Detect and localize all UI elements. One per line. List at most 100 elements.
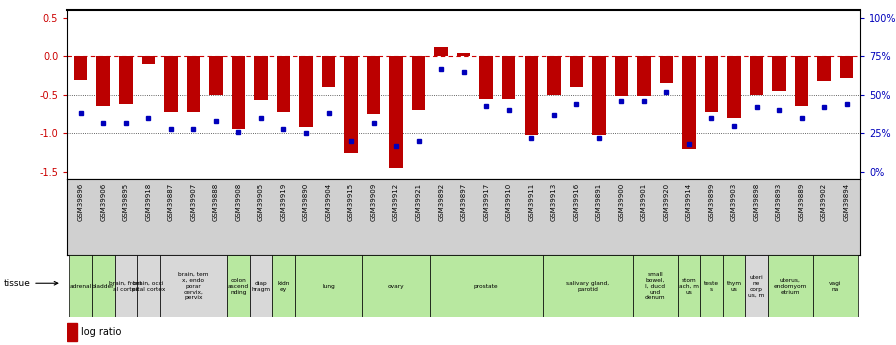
- Bar: [768, 255, 813, 317]
- Text: GSM39890: GSM39890: [303, 183, 309, 221]
- Bar: [254, 57, 268, 100]
- Text: GSM39916: GSM39916: [573, 183, 580, 221]
- Text: GSM39910: GSM39910: [505, 183, 512, 221]
- Text: lung: lung: [323, 284, 335, 289]
- Bar: [209, 57, 222, 95]
- Bar: [723, 255, 745, 317]
- Bar: [524, 57, 538, 135]
- Text: brain, front
al cortex: brain, front al cortex: [109, 281, 142, 292]
- Text: GSM39908: GSM39908: [236, 183, 241, 221]
- Text: GSM39887: GSM39887: [168, 183, 174, 221]
- Bar: [277, 57, 290, 112]
- Bar: [435, 47, 448, 57]
- Bar: [92, 255, 115, 317]
- Bar: [677, 255, 700, 317]
- Bar: [817, 57, 831, 81]
- Text: GSM39896: GSM39896: [78, 183, 83, 221]
- Bar: [362, 255, 430, 317]
- Bar: [232, 57, 246, 129]
- Bar: [119, 57, 133, 104]
- Text: log ratio: log ratio: [81, 327, 121, 337]
- Bar: [772, 57, 786, 91]
- Text: bladder: bladder: [92, 284, 115, 289]
- Bar: [705, 57, 719, 112]
- Text: GSM39907: GSM39907: [190, 183, 196, 221]
- Bar: [750, 57, 763, 95]
- Text: GSM39894: GSM39894: [844, 183, 849, 221]
- Bar: [813, 255, 857, 317]
- Bar: [633, 255, 677, 317]
- Text: GSM39915: GSM39915: [348, 183, 354, 221]
- Text: GSM39893: GSM39893: [776, 183, 782, 221]
- Bar: [682, 57, 695, 149]
- Bar: [502, 57, 515, 99]
- Bar: [457, 53, 470, 57]
- Bar: [299, 57, 313, 127]
- Bar: [97, 57, 110, 106]
- Bar: [228, 255, 250, 317]
- Text: GSM39900: GSM39900: [618, 183, 625, 221]
- Text: GSM39917: GSM39917: [483, 183, 489, 221]
- Text: brain, tem
x, endo
porar
cervix,
pervix: brain, tem x, endo porar cervix, pervix: [178, 272, 209, 300]
- Text: GSM39891: GSM39891: [596, 183, 602, 221]
- Text: GSM39914: GSM39914: [686, 183, 692, 221]
- Bar: [322, 57, 335, 87]
- Text: GSM39919: GSM39919: [280, 183, 287, 221]
- Text: tissue: tissue: [4, 279, 58, 288]
- Text: GSM39895: GSM39895: [123, 183, 129, 221]
- Bar: [295, 255, 362, 317]
- Bar: [70, 255, 92, 317]
- Text: GSM39921: GSM39921: [416, 183, 422, 221]
- Bar: [142, 57, 155, 64]
- Bar: [659, 57, 673, 83]
- Bar: [840, 57, 853, 78]
- Text: vagi
na: vagi na: [829, 281, 841, 292]
- Text: uterus,
endomyom
etrium: uterus, endomyom etrium: [773, 278, 807, 295]
- Bar: [344, 57, 358, 152]
- Bar: [592, 57, 606, 135]
- Text: GSM39903: GSM39903: [731, 183, 737, 221]
- Text: teste
s: teste s: [704, 281, 719, 292]
- Text: GSM39897: GSM39897: [461, 183, 467, 221]
- Bar: [542, 255, 633, 317]
- Bar: [728, 57, 741, 118]
- Text: GSM39899: GSM39899: [709, 183, 714, 221]
- Bar: [159, 255, 228, 317]
- Text: GSM39909: GSM39909: [371, 183, 376, 221]
- Text: GSM39920: GSM39920: [663, 183, 669, 221]
- Text: GSM39905: GSM39905: [258, 183, 264, 221]
- Text: GSM39918: GSM39918: [145, 183, 151, 221]
- Text: GSM39888: GSM39888: [213, 183, 219, 221]
- Text: adrenal: adrenal: [70, 284, 92, 289]
- Text: ovary: ovary: [388, 284, 404, 289]
- Bar: [637, 57, 650, 96]
- Bar: [74, 57, 88, 79]
- Text: GSM39889: GSM39889: [798, 183, 805, 221]
- Text: GSM39902: GSM39902: [821, 183, 827, 221]
- Bar: [700, 255, 723, 317]
- Text: diap
hragm: diap hragm: [252, 281, 271, 292]
- Text: GSM39913: GSM39913: [551, 183, 556, 221]
- Bar: [570, 57, 583, 87]
- Bar: [615, 57, 628, 96]
- Bar: [137, 255, 159, 317]
- Bar: [479, 57, 493, 99]
- Bar: [186, 57, 200, 112]
- Text: salivary gland,
parotid: salivary gland, parotid: [566, 281, 609, 292]
- Text: GSM39912: GSM39912: [393, 183, 399, 221]
- Text: GSM39911: GSM39911: [529, 183, 534, 221]
- Text: colon
ascend
nding: colon ascend nding: [228, 278, 249, 295]
- Text: GSM39904: GSM39904: [325, 183, 332, 221]
- Bar: [795, 57, 808, 106]
- Text: GSM39898: GSM39898: [754, 183, 760, 221]
- Text: prostate: prostate: [474, 284, 498, 289]
- Text: uteri
ne
corp
us, m: uteri ne corp us, m: [748, 275, 764, 297]
- Bar: [412, 57, 426, 110]
- Text: brain, occi
pital cortex: brain, occi pital cortex: [132, 281, 165, 292]
- Text: small
bowel,
I, ducd
und
denum: small bowel, I, ducd und denum: [645, 272, 666, 300]
- Bar: [164, 57, 177, 112]
- Bar: [547, 57, 561, 95]
- Text: kidn
ey: kidn ey: [277, 281, 289, 292]
- Text: GSM39901: GSM39901: [641, 183, 647, 221]
- Bar: [430, 255, 542, 317]
